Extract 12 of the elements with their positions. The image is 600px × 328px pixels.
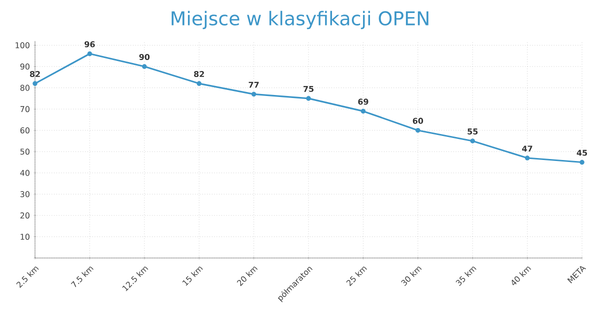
point — [87, 51, 92, 56]
point — [196, 81, 202, 86]
point — [524, 156, 530, 160]
point — [416, 128, 420, 133]
point — [580, 160, 584, 165]
point — [142, 64, 147, 69]
point — [470, 138, 476, 144]
chart-title: Miejsce w klasyfikacji OPEN — [172, 10, 428, 30]
point — [32, 81, 38, 86]
point — [251, 92, 256, 97]
point — [360, 108, 366, 114]
point — [306, 96, 311, 101]
